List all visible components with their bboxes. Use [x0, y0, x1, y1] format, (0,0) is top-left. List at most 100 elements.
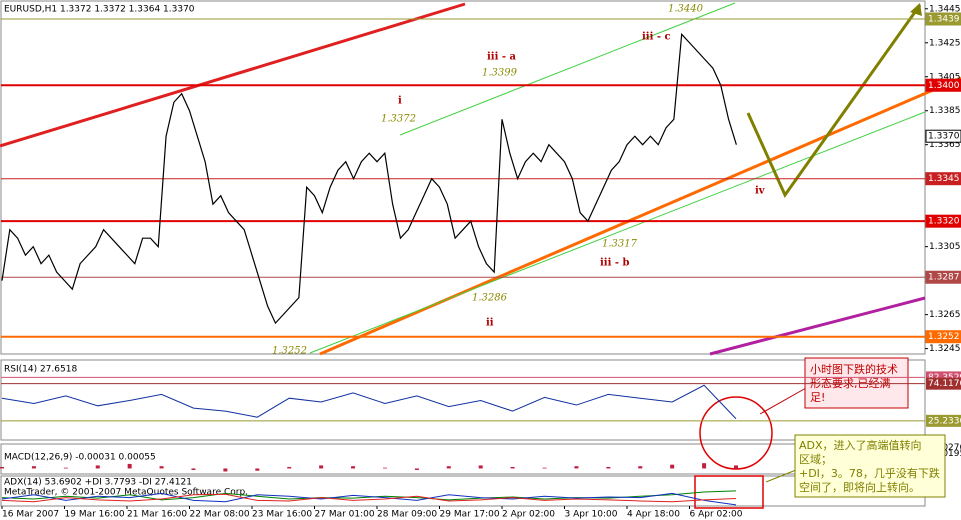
callout-text: 小时图下跌的技术 [810, 362, 898, 376]
macd-bar [702, 463, 707, 469]
price-note: 1.3399 [482, 68, 518, 79]
x-tick-label: 19 Mar 16:00 [65, 510, 125, 520]
level-label: 1.3370 [928, 132, 960, 142]
x-tick-label: 4 Apr 18:00 [627, 510, 680, 520]
rsi-title: RSI(14) 27.6518 [4, 365, 77, 375]
x-tick-label: 6 Apr 02:00 [690, 510, 743, 520]
macd-title: MACD(12,26,9) -0.00031 0.00055 [4, 453, 156, 463]
x-tick-label: 3 Apr 10:00 [565, 510, 618, 520]
level-box [925, 270, 961, 284]
arrow-head [910, 3, 922, 16]
y-tick-label: 1.3305 [929, 242, 961, 252]
price-note: 1.3372 [381, 114, 416, 125]
level-label: 1.3439 [928, 14, 960, 24]
level-label: 1.3400 [928, 81, 960, 91]
price-note: 1.3252 [272, 346, 307, 357]
macd-bar [734, 465, 738, 469]
adx-title: ADX(14) 53.6902 +DI 3.7793 -DI 27.4121 [4, 478, 192, 488]
level-label: 1.3320 [928, 217, 960, 227]
x-tick-label: 28 Mar 09:00 [377, 510, 437, 520]
wave-label: i [398, 96, 402, 107]
highlight-box [694, 475, 764, 509]
macd-bar [670, 464, 675, 469]
callout-text: +DI，3。78，几乎没有下跌 [799, 466, 940, 480]
level-box [925, 129, 961, 143]
x-tick-label: 23 Mar 16:00 [252, 510, 312, 520]
callout-text: 空间了，即将向上转向。 [799, 480, 920, 494]
callout-text: ADX，进入了高端值转向 [799, 438, 922, 452]
y-tick-label: 1.3265 [929, 310, 961, 320]
level-box [925, 330, 961, 344]
y-tick-label: 1.3245 [929, 344, 961, 354]
macd-bar [606, 466, 611, 469]
callout-pointer [759, 387, 807, 415]
trend-line [309, 111, 926, 354]
level-label: 1.3252 [928, 332, 960, 342]
adx-line [1, 493, 737, 503]
rsi-line [1, 384, 737, 420]
forecast-arrow [746, 4, 922, 199]
macd-bar [351, 466, 356, 469]
callout-text: 足! [810, 391, 825, 404]
macd-bar [95, 465, 100, 469]
wave-label: iv [755, 186, 766, 197]
callout-box [794, 434, 946, 498]
macd-bar [382, 467, 387, 469]
rsi-level-box [926, 377, 961, 390]
macd-bar [574, 466, 579, 469]
macd-bar [223, 468, 228, 472]
x-tick-label: 16 Mar 2007 [2, 510, 59, 520]
rsi-panel [0, 359, 926, 441]
wave-label: iii - b [600, 258, 630, 269]
copyright: MetaTrader, © 2001-2007 MetaQuotes Softw… [4, 488, 248, 498]
chart-title: EURUSD,H1 1.3372 1.3372 1.3364 1.3370 [4, 5, 195, 15]
macd-bar [319, 465, 324, 469]
level-box [925, 172, 961, 186]
wave-label: ii [486, 318, 494, 329]
macd-bar [31, 466, 36, 469]
trend-line [399, 2, 736, 136]
y-tick-label: 1.3445 [929, 4, 961, 14]
trend-line [0, 2, 466, 148]
x-tick-label: 22 Mar 08:00 [190, 510, 250, 520]
macd-bar [63, 467, 68, 469]
macd-bar [638, 466, 643, 469]
macd-bar [510, 466, 515, 469]
rsi-level-label: 74.1176 [928, 379, 961, 389]
macd-bar [191, 468, 196, 470]
price-line [1, 32, 737, 325]
x-tick-label: 2 Apr 02:00 [502, 510, 555, 520]
y-tick-label: 1.3365 [929, 140, 961, 150]
macd-bar [446, 466, 451, 469]
y-tick-label: 1.3405 [929, 72, 961, 82]
callout-box [804, 357, 909, 409]
price-note: 1.3286 [472, 293, 508, 304]
wave-label: iii - c [642, 32, 671, 43]
level-label: 1.3287 [928, 273, 960, 283]
price-note: 1.3317 [602, 239, 638, 250]
level-box [925, 214, 961, 228]
macd-bar [127, 463, 132, 469]
wave-label: iii - a [487, 52, 517, 63]
highlight-circle [699, 396, 773, 470]
price-note: 1.3440 [668, 4, 704, 15]
x-tick-label: 21 Mar 16:00 [127, 510, 187, 520]
y-tick-label: 1.3385 [929, 106, 961, 116]
callout-text: 区域； [799, 453, 832, 466]
rsi-level-label: 25.2336 [928, 416, 961, 426]
macd-bar [0, 466, 4, 469]
macd-bar [414, 468, 419, 470]
macd-bar [287, 466, 292, 469]
y-tick-label: 1.3425 [929, 38, 961, 48]
price-panel [0, 0, 926, 355]
trend-line [709, 296, 926, 356]
macd-bar [478, 465, 483, 469]
macd-bar [159, 466, 164, 469]
level-box [925, 78, 961, 92]
level-label: 1.3345 [928, 174, 960, 184]
adx-line [1, 492, 737, 506]
rsi-level-box [926, 414, 961, 427]
adx-line [1, 490, 737, 501]
